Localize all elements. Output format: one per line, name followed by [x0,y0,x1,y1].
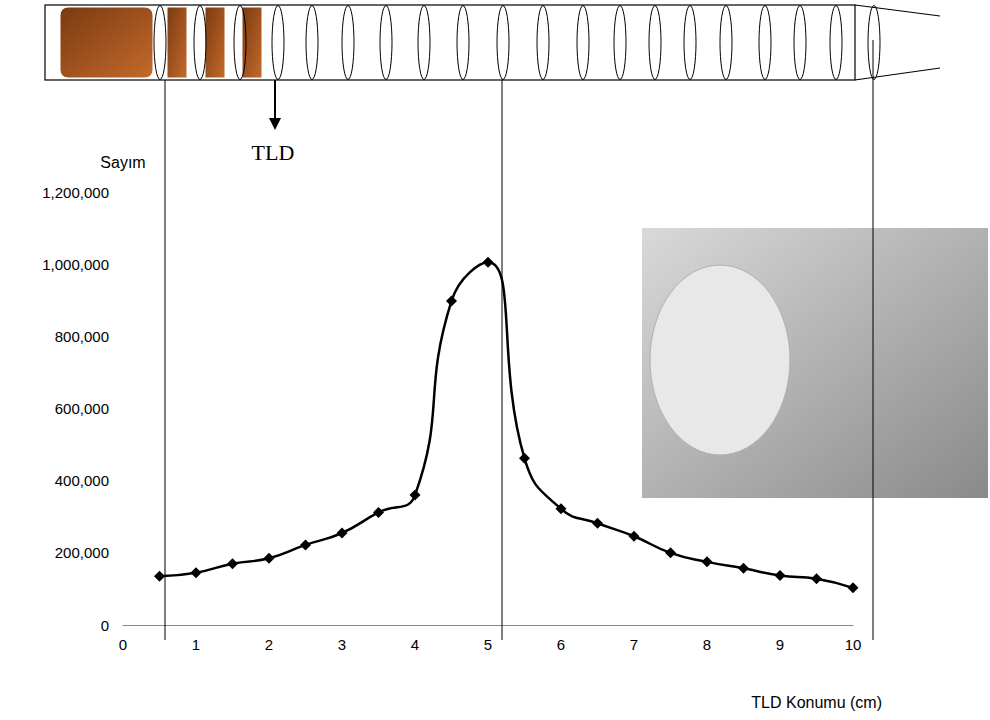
svg-text:1,200,000: 1,200,000 [42,184,109,201]
svg-text:10: 10 [845,636,862,653]
svg-text:200,000: 200,000 [55,544,109,561]
svg-text:0: 0 [101,617,109,634]
svg-text:TLD Konumu (cm): TLD Konumu (cm) [751,694,882,711]
svg-text:6: 6 [557,636,565,653]
svg-text:Sayım: Sayım [100,154,145,171]
svg-text:1,000,000: 1,000,000 [42,256,109,273]
svg-text:400,000: 400,000 [55,472,109,489]
svg-text:1: 1 [192,636,200,653]
svg-text:8: 8 [703,636,711,653]
svg-text:4: 4 [411,636,419,653]
svg-text:600,000: 600,000 [55,400,109,417]
svg-text:3: 3 [338,636,346,653]
svg-text:0: 0 [119,636,127,653]
svg-text:TLD: TLD [252,140,295,165]
svg-text:7: 7 [630,636,638,653]
svg-text:2: 2 [265,636,273,653]
svg-text:5: 5 [484,636,492,653]
svg-text:9: 9 [776,636,784,653]
svg-text:800,000: 800,000 [55,328,109,345]
